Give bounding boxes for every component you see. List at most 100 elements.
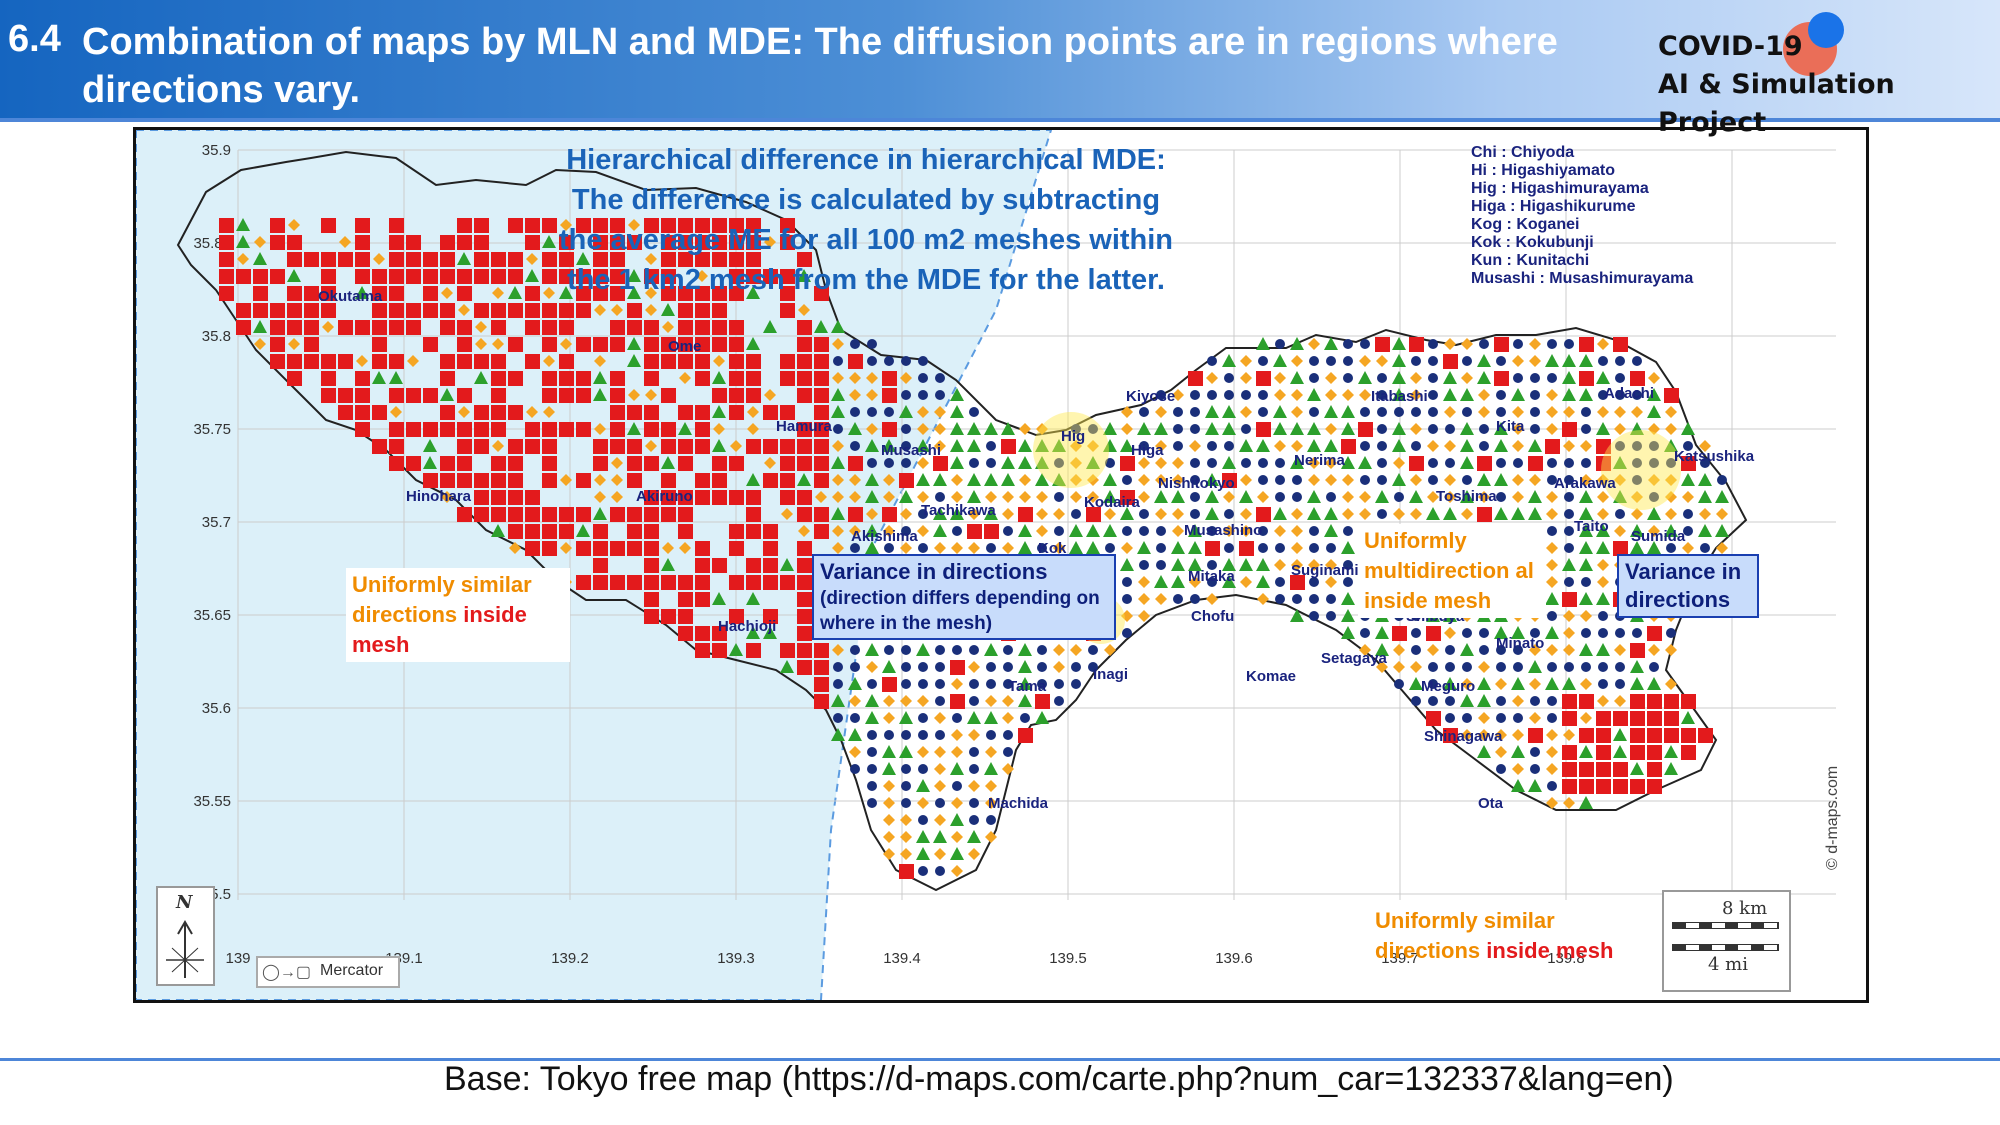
- red-square-marker: [746, 235, 761, 250]
- orange-diamond-marker: [1070, 440, 1082, 452]
- red-square-marker: [474, 490, 489, 505]
- red-square-marker: [576, 388, 591, 403]
- navy-circle-marker: [1190, 424, 1200, 434]
- red-square-marker: [559, 269, 574, 284]
- red-square-marker: [491, 473, 506, 488]
- orange-diamond-marker: [1597, 695, 1609, 707]
- red-square-marker: [525, 235, 540, 250]
- navy-circle-marker: [1071, 662, 1081, 672]
- red-square-marker: [542, 218, 557, 233]
- place-label: Musashi: [881, 442, 942, 459]
- navy-circle-marker: [1615, 390, 1625, 400]
- green-triangle-marker: [1086, 456, 1100, 469]
- red-square-marker: [695, 235, 710, 250]
- orange-diamond-marker: [1512, 440, 1524, 452]
- orange-diamond-marker: [1665, 644, 1677, 656]
- orange-diamond-marker: [1240, 474, 1252, 486]
- red-square-marker: [304, 337, 319, 352]
- navy-circle-marker: [1326, 611, 1336, 621]
- green-triangle-marker: [627, 422, 641, 435]
- green-triangle-marker: [1341, 609, 1355, 622]
- navy-circle-marker: [935, 679, 945, 689]
- red-square-marker: [661, 507, 676, 522]
- red-square-marker: [797, 507, 812, 522]
- green-triangle-marker: [1341, 592, 1355, 605]
- red-square-marker: [627, 235, 642, 250]
- green-triangle-marker: [1069, 524, 1083, 537]
- red-square-marker: [746, 388, 761, 403]
- navy-circle-marker: [1258, 407, 1268, 417]
- place-label: Nerima: [1294, 452, 1345, 469]
- navy-circle-marker: [867, 679, 877, 689]
- navy-circle-marker: [952, 645, 962, 655]
- navy-circle-marker: [1632, 628, 1642, 638]
- green-triangle-marker: [1681, 473, 1695, 486]
- place-label: Hamura: [776, 418, 832, 435]
- orange-diamond-marker: [832, 372, 844, 384]
- red-square-marker: [406, 269, 421, 284]
- green-triangle-marker: [1324, 507, 1338, 520]
- red-square-marker: [814, 439, 829, 454]
- red-square-marker: [355, 320, 370, 335]
- orange-diamond-marker: [628, 389, 640, 401]
- orange-diamond-marker: [1614, 695, 1626, 707]
- navy-circle-marker: [833, 662, 843, 672]
- orange-diamond-marker: [594, 474, 606, 486]
- navy-circle-marker: [1360, 628, 1370, 638]
- navy-circle-marker: [1139, 441, 1149, 451]
- orange-diamond-marker: [254, 338, 266, 350]
- red-square-marker: [508, 473, 523, 488]
- navy-circle-marker: [1428, 339, 1438, 349]
- red-square-marker: [321, 303, 336, 318]
- red-square-marker: [644, 405, 659, 420]
- green-triangle-marker: [899, 711, 913, 724]
- red-square-marker: [1681, 728, 1696, 743]
- orange-diamond-marker: [1512, 763, 1524, 775]
- green-triangle-marker: [984, 762, 998, 775]
- red-square-marker: [593, 235, 608, 250]
- orange-diamond-marker: [1665, 678, 1677, 690]
- red-square-marker: [1222, 473, 1237, 488]
- red-square-marker: [270, 303, 285, 318]
- navy-circle-marker: [1190, 594, 1200, 604]
- green-triangle-marker: [253, 252, 267, 265]
- green-triangle-marker: [1579, 796, 1593, 809]
- navy-circle-marker: [1496, 492, 1506, 502]
- red-square-marker: [610, 388, 625, 403]
- red-square-marker: [661, 218, 676, 233]
- green-triangle-marker: [1137, 422, 1151, 435]
- green-triangle-marker: [1392, 371, 1406, 384]
- red-square-marker: [797, 541, 812, 556]
- red-square-marker: [814, 388, 829, 403]
- orange-diamond-marker: [917, 797, 929, 809]
- red-square-marker: [627, 575, 642, 590]
- navy-circle-marker: [935, 662, 945, 672]
- orange-diamond-marker: [900, 831, 912, 843]
- red-square-marker: [474, 269, 489, 284]
- green-triangle-marker: [1698, 524, 1712, 537]
- red-square-marker: [287, 286, 302, 301]
- green-triangle-marker: [1018, 694, 1032, 707]
- green-triangle-marker: [1137, 541, 1151, 554]
- navy-circle-marker: [1581, 628, 1591, 638]
- red-square-marker: [389, 439, 404, 454]
- green-triangle-marker: [474, 371, 488, 384]
- orange-diamond-marker: [832, 542, 844, 554]
- red-square-marker: [780, 303, 795, 318]
- red-square-marker: [678, 439, 693, 454]
- compass: N: [156, 886, 215, 986]
- red-square-marker: [321, 252, 336, 267]
- navy-circle-marker: [1581, 424, 1591, 434]
- green-triangle-marker: [984, 422, 998, 435]
- red-square-marker: [627, 439, 642, 454]
- navy-circle-marker: [935, 798, 945, 808]
- orange-diamond-marker: [1053, 542, 1065, 554]
- orange-diamond-marker: [1648, 644, 1660, 656]
- red-square-marker: [763, 269, 778, 284]
- red-square-marker: [1120, 490, 1135, 505]
- navy-circle-marker: [1292, 475, 1302, 485]
- navy-circle-marker: [1666, 458, 1676, 468]
- orange-diamond-marker: [985, 797, 997, 809]
- place-label: Chofu: [1191, 608, 1235, 625]
- green-triangle-marker: [899, 745, 913, 758]
